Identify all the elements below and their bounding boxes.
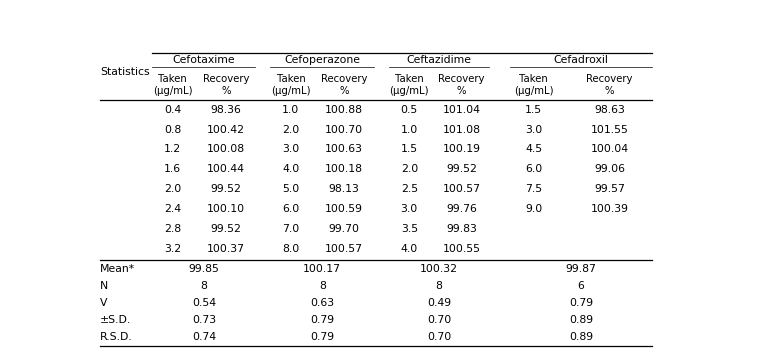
Text: 0.70: 0.70 [427,315,451,325]
Text: 100.59: 100.59 [325,204,363,214]
Text: 99.83: 99.83 [446,224,477,234]
Text: 101.55: 101.55 [591,125,628,135]
Text: 100.63: 100.63 [325,144,363,154]
Text: 8: 8 [200,281,207,291]
Text: 101.08: 101.08 [442,125,481,135]
Text: 0.74: 0.74 [192,332,216,342]
Text: 100.32: 100.32 [420,264,458,274]
Text: 0.89: 0.89 [569,315,593,325]
Text: 4.5: 4.5 [525,144,542,154]
Text: 0.79: 0.79 [569,298,593,308]
Text: 0.79: 0.79 [310,332,335,342]
Text: 99.06: 99.06 [594,164,625,175]
Text: Cefoperazone: Cefoperazone [284,55,360,65]
Text: 1.2: 1.2 [164,144,181,154]
Text: 1.0: 1.0 [400,125,418,135]
Text: 2.4: 2.4 [164,204,181,214]
Text: 99.57: 99.57 [594,184,625,194]
Text: 0.63: 0.63 [310,298,335,308]
Text: Taken
(μg/mL): Taken (μg/mL) [153,74,193,96]
Text: 0.70: 0.70 [427,332,451,342]
Text: 3.0: 3.0 [525,125,542,135]
Text: 100.88: 100.88 [325,105,363,115]
Text: R.S.D.: R.S.D. [100,332,133,342]
Text: 101.04: 101.04 [442,105,481,115]
Text: 7.0: 7.0 [282,224,299,234]
Text: 1.5: 1.5 [401,144,418,154]
Text: Taken
(μg/mL): Taken (μg/mL) [390,74,429,96]
Text: 99.76: 99.76 [446,204,477,214]
Text: 100.70: 100.70 [325,125,363,135]
Text: 2.8: 2.8 [164,224,181,234]
Text: 3.2: 3.2 [164,244,181,254]
Text: 99.52: 99.52 [210,224,241,234]
Text: ±S.D.: ±S.D. [100,315,131,325]
Text: V: V [100,298,108,308]
Text: 0.73: 0.73 [192,315,216,325]
Text: 98.13: 98.13 [329,184,360,194]
Text: 1.0: 1.0 [282,105,299,115]
Text: 4.0: 4.0 [282,164,299,175]
Text: Recovery
%: Recovery % [202,74,249,96]
Text: 4.0: 4.0 [400,244,418,254]
Text: 98.63: 98.63 [594,105,625,115]
Text: 6.0: 6.0 [282,204,299,214]
Text: 8: 8 [435,281,442,291]
Text: 0.89: 0.89 [569,332,593,342]
Text: Taken
(μg/mL): Taken (μg/mL) [514,74,553,96]
Text: 6.0: 6.0 [525,164,542,175]
Text: 9.0: 9.0 [525,204,542,214]
Text: 0.54: 0.54 [192,298,216,308]
Text: Taken
(μg/mL): Taken (μg/mL) [271,74,311,96]
Text: 98.36: 98.36 [210,105,241,115]
Text: 100.18: 100.18 [325,164,363,175]
Text: 0.79: 0.79 [310,315,335,325]
Text: 100.42: 100.42 [207,125,244,135]
Text: 5.0: 5.0 [282,184,299,194]
Text: 1.6: 1.6 [164,164,181,175]
Text: N: N [100,281,108,291]
Text: 99.70: 99.70 [329,224,360,234]
Text: 1.5: 1.5 [525,105,542,115]
Text: Ceftazidime: Ceftazidime [406,55,471,65]
Text: 100.37: 100.37 [207,244,244,254]
Text: 0.4: 0.4 [163,105,181,115]
Text: 3.5: 3.5 [401,224,418,234]
Text: 3.0: 3.0 [400,204,418,214]
Text: 100.17: 100.17 [303,264,342,274]
Text: 100.10: 100.10 [207,204,244,214]
Text: 8: 8 [319,281,325,291]
Text: 100.04: 100.04 [591,144,629,154]
Text: 99.52: 99.52 [210,184,241,194]
Text: Recovery
%: Recovery % [586,74,633,96]
Text: Recovery
%: Recovery % [321,74,367,96]
Text: 2.0: 2.0 [163,184,181,194]
Text: 0.49: 0.49 [427,298,451,308]
Text: 100.44: 100.44 [207,164,244,175]
Text: 100.57: 100.57 [325,244,363,254]
Text: Cefadroxil: Cefadroxil [554,55,608,65]
Text: 6: 6 [578,281,584,291]
Text: 100.39: 100.39 [591,204,629,214]
Text: 0.8: 0.8 [163,125,181,135]
Text: 100.08: 100.08 [207,144,244,154]
Text: 2.0: 2.0 [400,164,418,175]
Text: Statistics: Statistics [100,68,150,78]
Text: Mean*: Mean* [100,264,135,274]
Text: 100.55: 100.55 [442,244,481,254]
Text: 3.0: 3.0 [282,144,299,154]
Text: 99.87: 99.87 [565,264,597,274]
Text: Cefotaxime: Cefotaxime [172,55,235,65]
Text: 2.0: 2.0 [282,125,299,135]
Text: 99.52: 99.52 [446,164,477,175]
Text: 7.5: 7.5 [525,184,542,194]
Text: 0.5: 0.5 [400,105,418,115]
Text: 99.85: 99.85 [189,264,219,274]
Text: 2.5: 2.5 [401,184,418,194]
Text: 100.57: 100.57 [442,184,481,194]
Text: Recovery
%: Recovery % [439,74,484,96]
Text: 8.0: 8.0 [282,244,299,254]
Text: 100.19: 100.19 [442,144,481,154]
